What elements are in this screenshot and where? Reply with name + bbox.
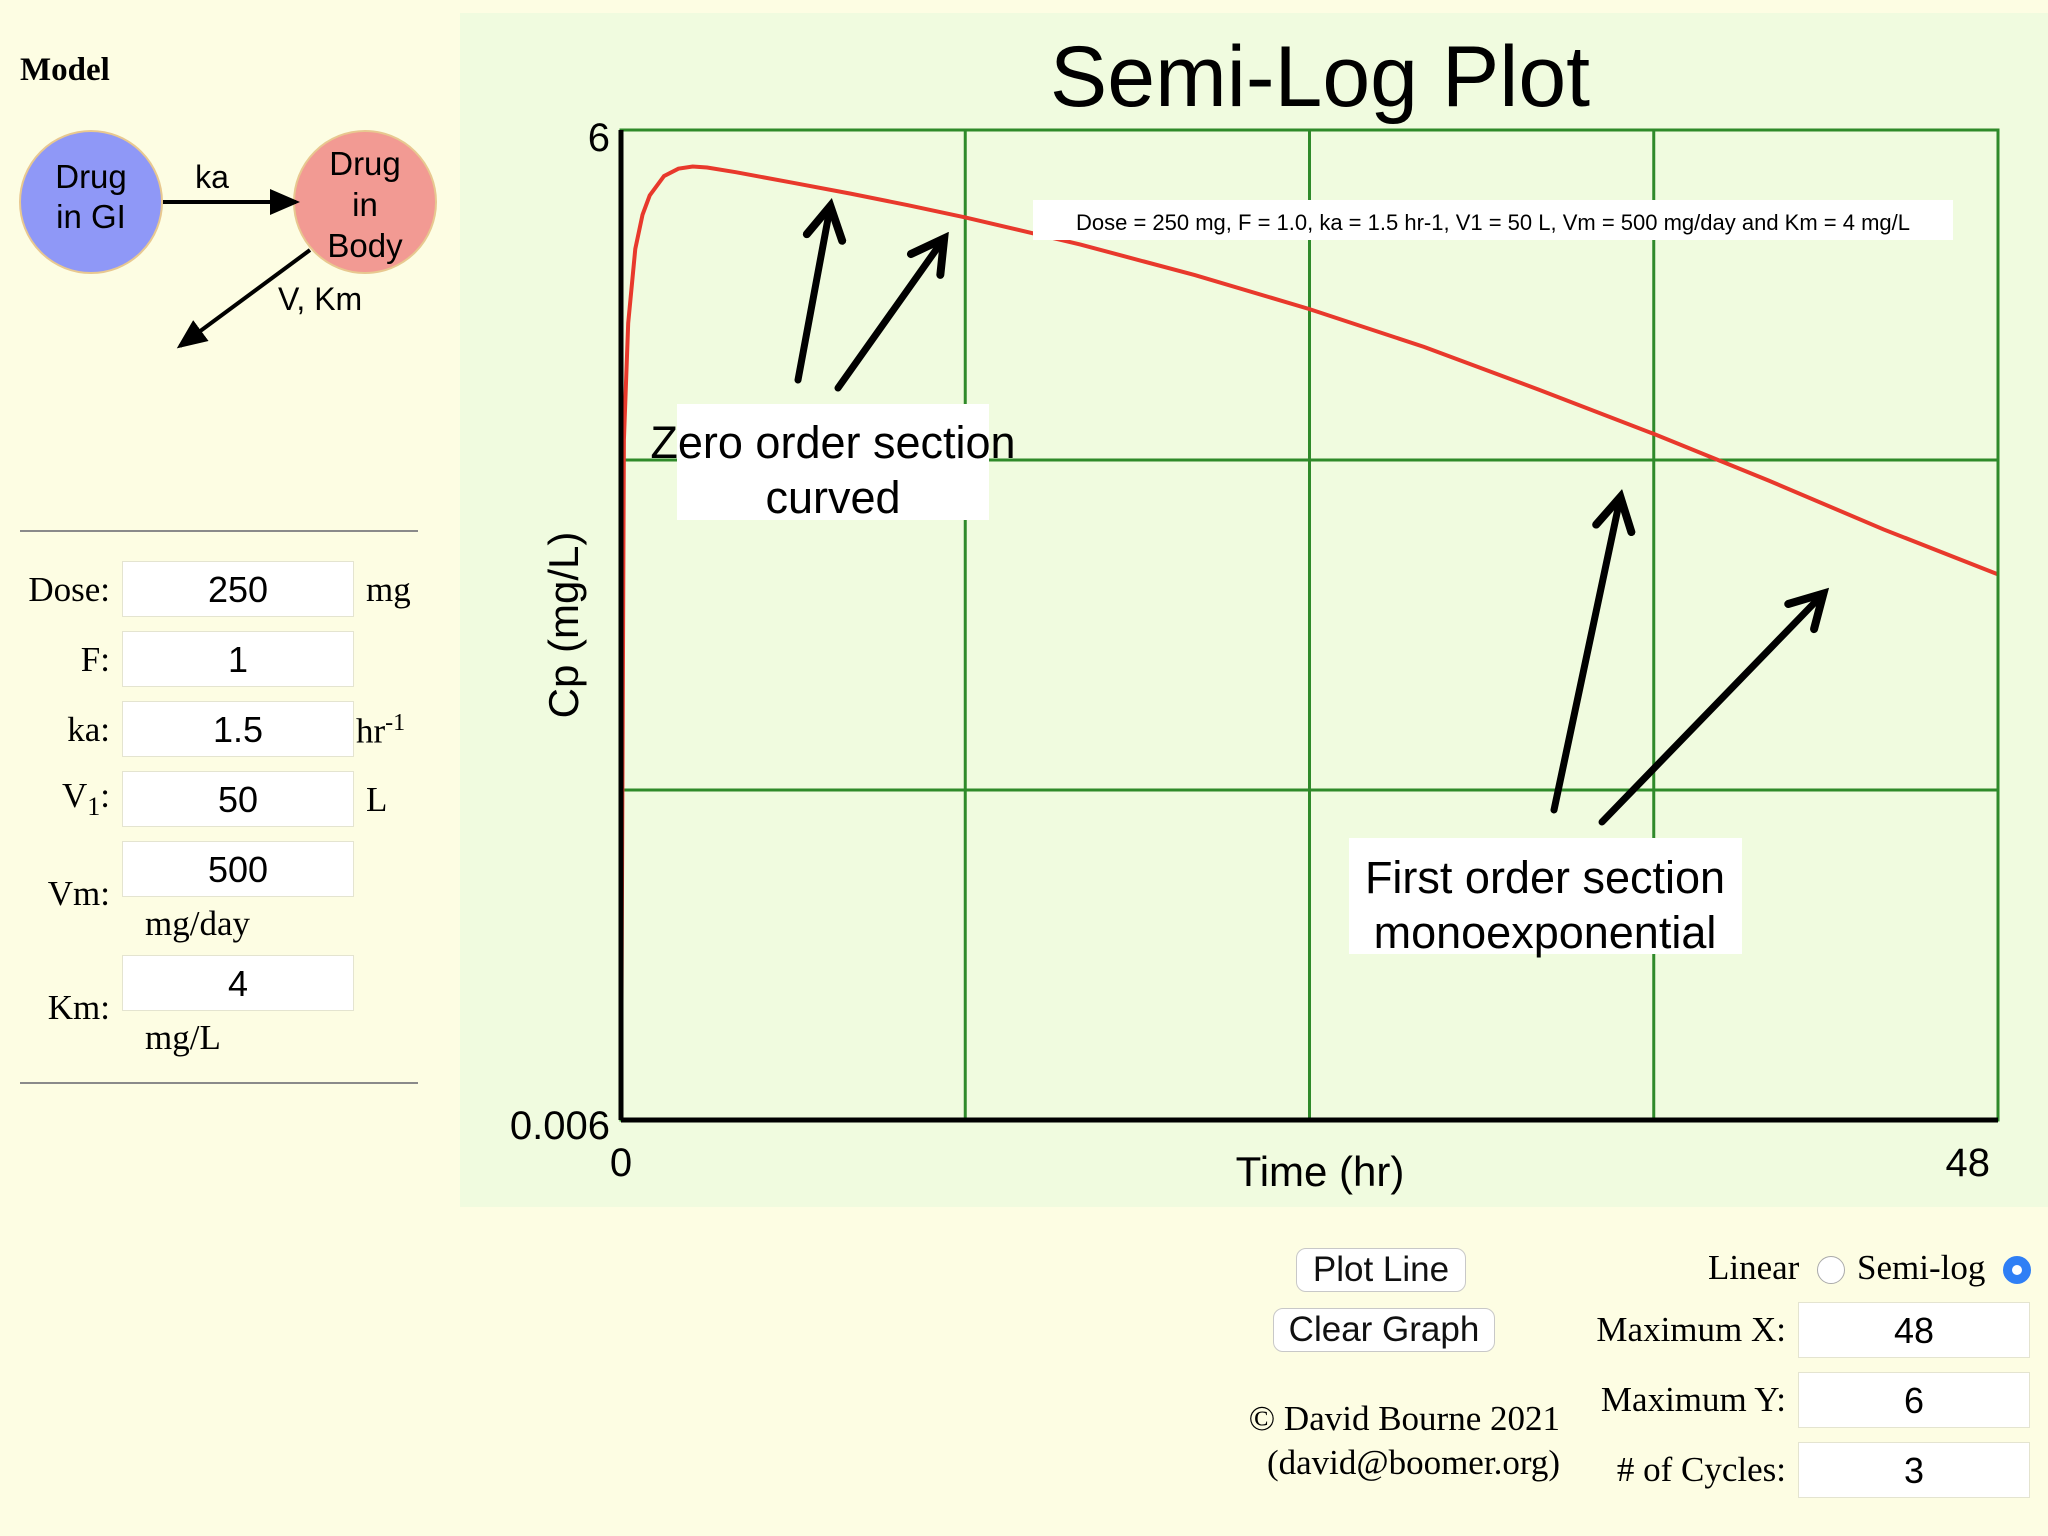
v1-label-text: V [61, 776, 88, 815]
first-order-callout-line-2: monoexponential [1374, 907, 1717, 958]
zero-order-callout-line-2: curved [765, 472, 900, 523]
dose-label: Dose: [28, 570, 110, 609]
ka-unit-text: hr [356, 711, 386, 751]
y-tick-label-max: 6 [588, 116, 610, 160]
first-order-callout-line-1: First order section [1365, 852, 1725, 903]
copyright-line-2: (david@boomer.org) [1266, 1443, 1560, 1482]
y-axis-label: Cp (mg/L) [540, 532, 587, 719]
first-order-arrow-1 [1550, 499, 1620, 814]
elimination-rate-label: V, Km [278, 281, 362, 317]
semilog-label: Semi-log [1857, 1248, 1986, 1287]
semi-log-chart: Semi-Log Plot 6 0.006 0 48 Time (hr) Cp … [510, 29, 2000, 1195]
v1-label: V1: [0, 776, 110, 822]
zero-order-callout-line-1: Zero order section [650, 417, 1015, 468]
gi-label-1: Drug [55, 158, 127, 195]
cycles-input[interactable]: 3 [1798, 1442, 2030, 1498]
body-label-2: in [352, 186, 378, 223]
first-order-callout-box [1349, 838, 1742, 954]
cycles-label: # of Cycles: [1616, 1450, 1786, 1489]
v1-label-sub: 1 [87, 792, 101, 821]
parameter-annotation: Dose = 250 mg, F = 1.0, ka = 1.5 hr-1, V… [1076, 210, 1910, 235]
body-label-3: Body [327, 227, 403, 264]
linear-label: Linear [1708, 1248, 1800, 1287]
v1-input[interactable]: 50 [122, 771, 354, 827]
parameter-annotation-box [1033, 200, 1953, 240]
km-input[interactable]: 4 [122, 955, 354, 1011]
zero-order-arrow-2 [834, 240, 943, 392]
clear-graph-button[interactable]: Clear Graph [1273, 1308, 1495, 1352]
first-order-arrow-2 [1598, 595, 1822, 826]
copyright-line-1: © David Bourne 2021 [1248, 1399, 1560, 1438]
concentration-curve [619, 164, 1999, 1121]
v1-unit: L [366, 780, 388, 819]
semilog-radio[interactable] [2003, 1256, 2031, 1284]
vm-unit: mg/day [145, 904, 250, 943]
v1-label-colon: : [100, 776, 110, 815]
ka-input[interactable]: 1.5 [122, 701, 354, 757]
ka-unit: hr-1 [356, 710, 405, 752]
dose-input[interactable]: 250 [122, 561, 354, 617]
plot-panel: Semi-Log Plot 6 0.006 0 48 Time (hr) Cp … [460, 13, 2048, 1207]
gi-compartment [19, 130, 163, 274]
km-unit: mg/L [145, 1018, 221, 1057]
linear-radio[interactable] [1817, 1256, 1845, 1284]
bottom-separator [20, 1082, 418, 1084]
x-tick-label-min: 0 [610, 1141, 632, 1185]
ka-unit-exponent: -1 [385, 710, 406, 736]
absorption-rate-label: ka [195, 159, 229, 195]
dose-unit: mg [366, 570, 411, 609]
gi-label-2: in GI [56, 198, 126, 235]
km-label: Km: [47, 988, 110, 1027]
plot-line-button[interactable]: Plot Line [1296, 1248, 1466, 1292]
max-y-input[interactable]: 6 [1798, 1372, 2030, 1428]
y-tick-label-min: 0.006 [510, 1104, 610, 1148]
f-label: F: [80, 640, 110, 679]
max-x-input[interactable]: 48 [1798, 1302, 2030, 1358]
model-title: Model [20, 52, 110, 88]
vm-input[interactable]: 500 [122, 841, 354, 897]
x-tick-label-max: 48 [1946, 1141, 1991, 1185]
zero-order-arrow-1 [794, 208, 830, 384]
x-axis-label: Time (hr) [1236, 1148, 1405, 1195]
model-diagram: Drug in GI Drug in Body ka V, Km [19, 130, 437, 349]
top-separator [20, 530, 418, 532]
copyright-notice: © David Bourne 2021 (david@boomer.org) [1140, 1397, 1560, 1485]
body-label-1: Drug [329, 145, 401, 182]
elimination-arrow [176, 248, 312, 349]
f-input[interactable]: 1 [122, 631, 354, 687]
vm-label: Vm: [47, 874, 110, 913]
chart-title: Semi-Log Plot [1050, 29, 1590, 125]
max-x-label: Maximum X: [1596, 1310, 1786, 1349]
max-y-label: Maximum Y: [1600, 1380, 1786, 1419]
zero-order-callout-box [677, 404, 989, 520]
ka-label: ka: [67, 710, 110, 749]
model-sidebar: Model Drug in GI Drug in Body ka V, Km D… [0, 0, 460, 1536]
